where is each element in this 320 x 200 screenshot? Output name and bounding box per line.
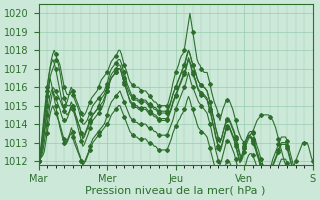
X-axis label: Pression niveau de la mer( hPa ): Pression niveau de la mer( hPa ) <box>85 186 266 196</box>
